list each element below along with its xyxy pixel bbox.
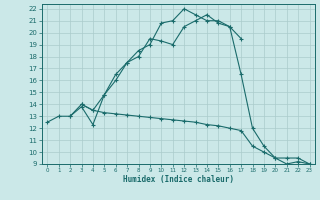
X-axis label: Humidex (Indice chaleur): Humidex (Indice chaleur) <box>123 175 234 184</box>
